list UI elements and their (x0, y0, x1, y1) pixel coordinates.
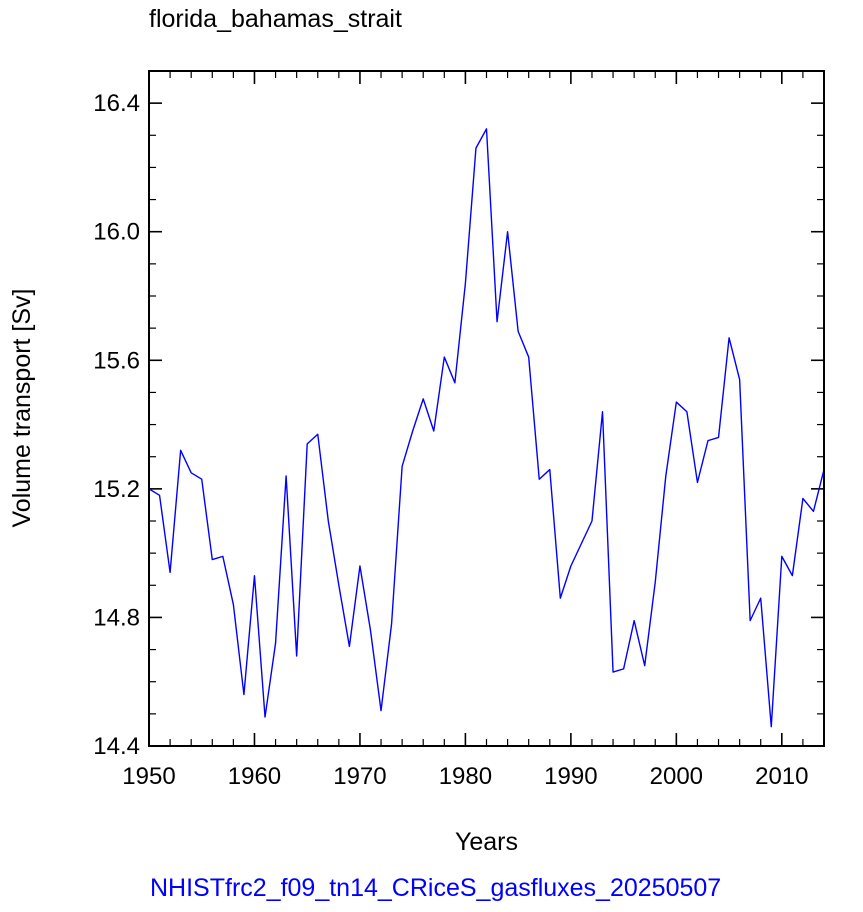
y-tick-label: 15.6 (93, 347, 140, 374)
y-tick-label: 16.0 (93, 219, 140, 246)
x-tick-label: 2000 (650, 763, 703, 790)
minor-ticks (149, 70, 825, 746)
y-tick-label: 14.4 (93, 733, 140, 760)
major-ticks (148, 71, 824, 747)
plot-frame (148, 70, 825, 747)
x-tick-label: 1970 (333, 763, 386, 790)
y-tick-label: 16.4 (93, 90, 140, 117)
case-name-footer: NHISTfrc2_f09_tn14_CRiceS_gasfluxes_2025… (150, 874, 721, 902)
y-tick-label: 14.8 (93, 604, 140, 631)
x-tick-label: 1960 (228, 763, 281, 790)
chart-title: florida_bahamas_strait (149, 5, 402, 33)
x-tick-label: 1980 (439, 763, 492, 790)
y-axis-title: Volume transport [Sv] (8, 288, 36, 527)
data-series-line (148, 128, 825, 728)
x-tick-label: 1950 (122, 763, 175, 790)
x-axis-title: Years (455, 828, 518, 856)
x-tick-labels: 1950 1960 1970 1980 1990 2000 2010 (122, 763, 808, 790)
x-tick-label: 1990 (544, 763, 597, 790)
x-tick-label: 2010 (755, 763, 808, 790)
y-tick-labels: 14.4 14.8 15.2 15.6 16.0 16.4 (93, 90, 140, 760)
y-tick-label: 15.2 (93, 476, 140, 503)
